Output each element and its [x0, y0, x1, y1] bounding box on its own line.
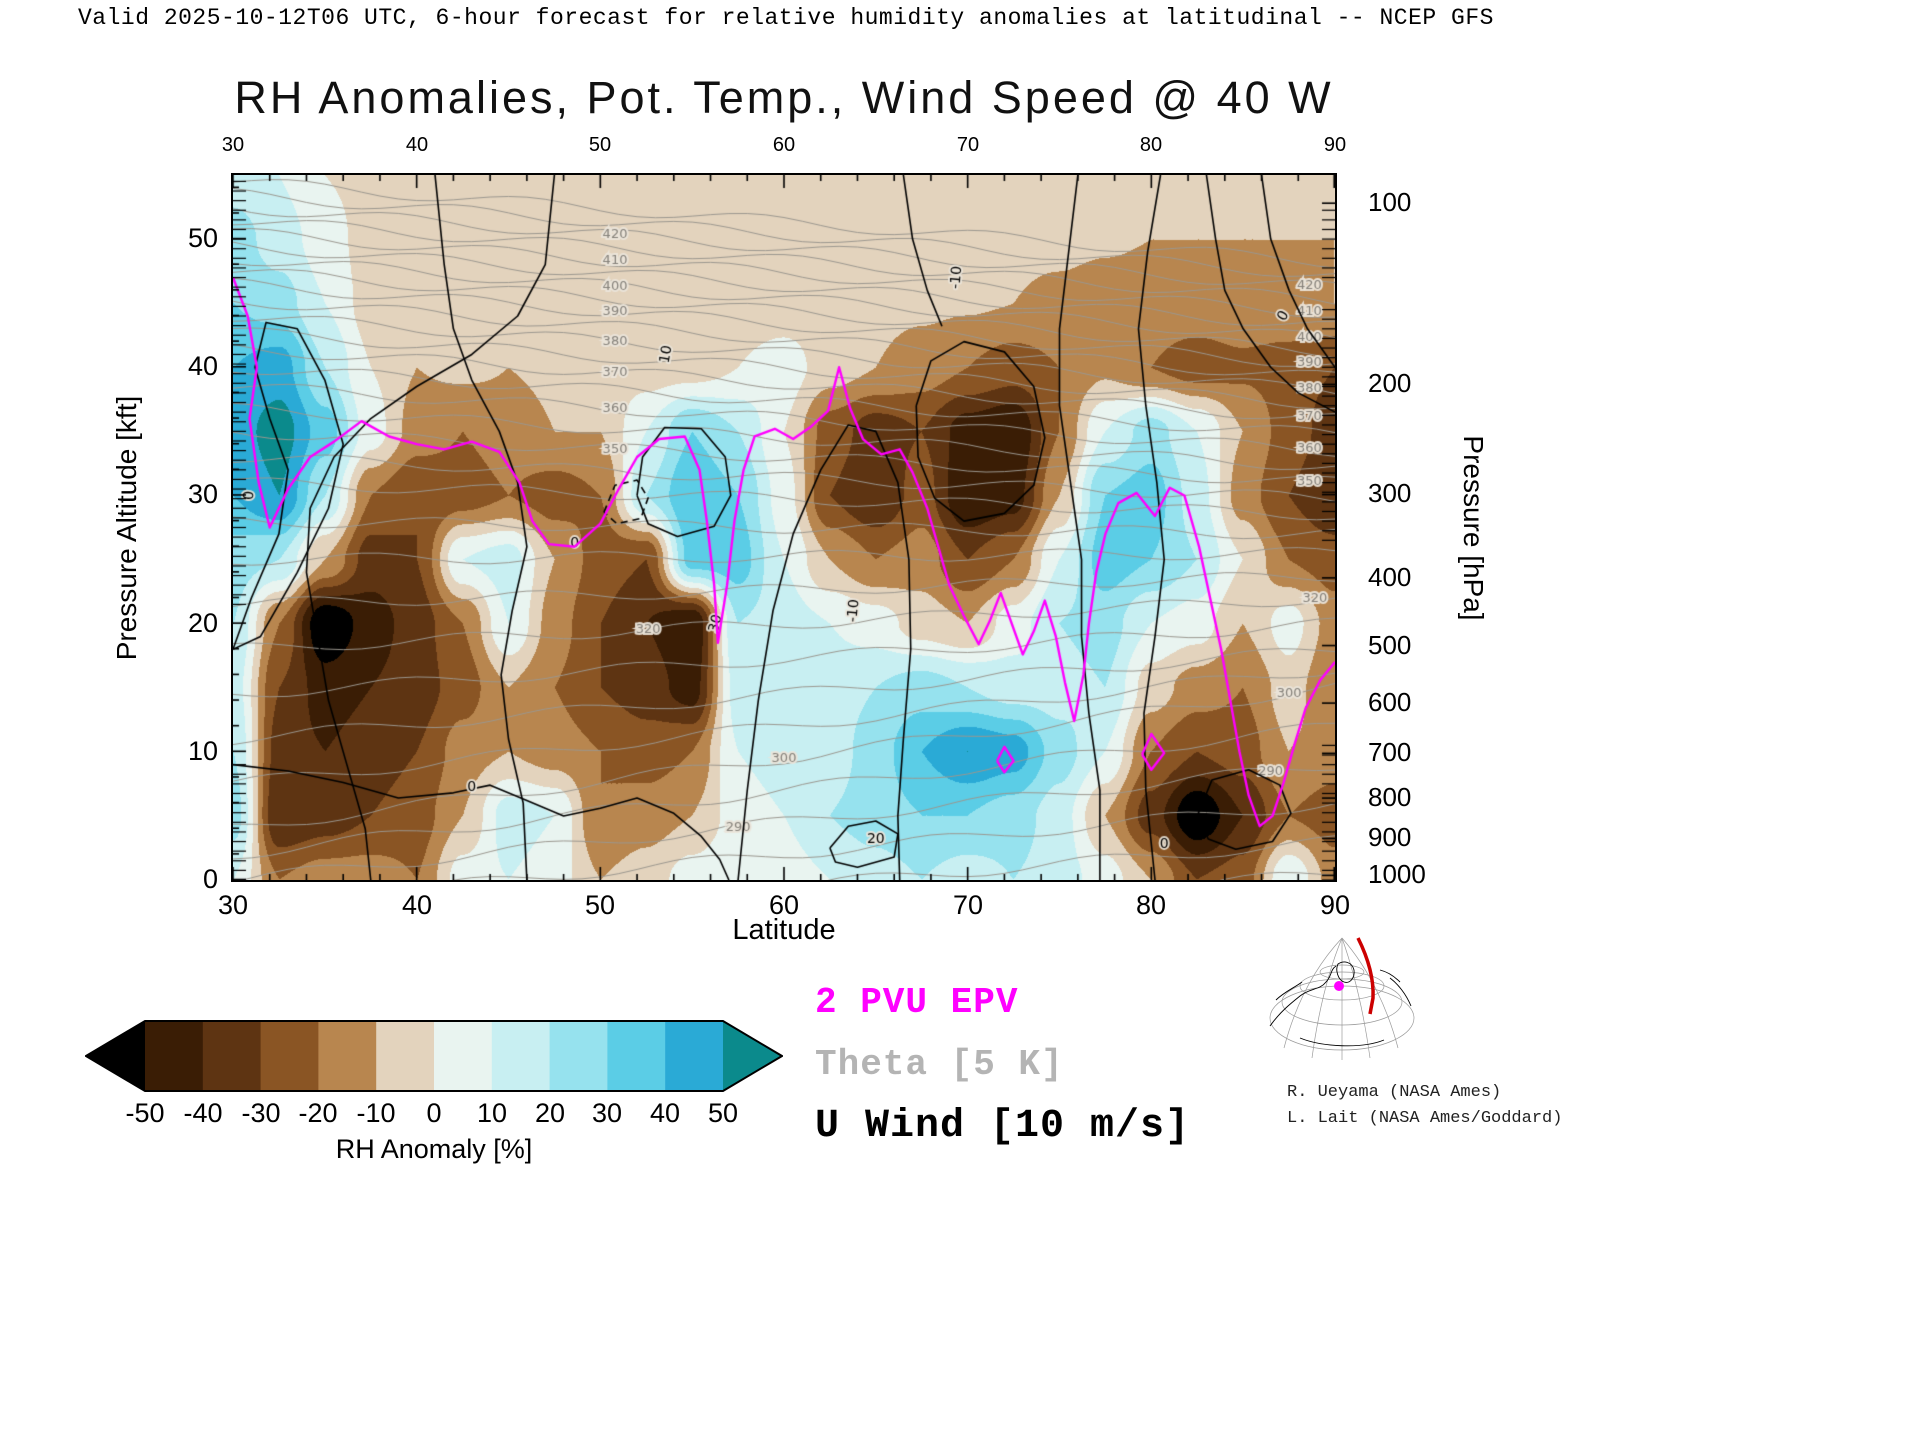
right-axis-tick-label: 700: [1368, 737, 1412, 767]
colorbar-tick-label: -50: [125, 1098, 165, 1128]
chart-title: RH Anomalies, Pot. Temp., Wind Speed @ 4…: [234, 72, 1334, 123]
right-axis-tick-label: 1000: [1368, 859, 1426, 889]
validity-header: Valid 2025-10-12T06 UTC, 6-hour forecast…: [78, 5, 1494, 31]
right-axis-tick-label: 800: [1368, 782, 1412, 812]
colorbar-tick-label: 50: [707, 1098, 739, 1128]
right-axis-tick-label: 600: [1368, 687, 1412, 717]
right-axis-tick-label: 900: [1368, 822, 1412, 852]
rh-anomaly-cross-section-canvas: [233, 175, 1335, 880]
credit-line-1: R. Ueyama (NASA Ames): [1287, 1083, 1502, 1102]
right-axis-tick-label: 400: [1368, 562, 1412, 592]
bottom-axis-tick-label: 70: [952, 890, 984, 920]
bottom-axis-tick-label: 80: [1135, 890, 1167, 920]
bottom-axis-tick-label: 60: [768, 890, 800, 920]
right-axis-tick-label: 300: [1368, 478, 1412, 508]
bottom-axis-tick-label: 30: [217, 890, 249, 920]
left-axis-tick-label: 30: [187, 479, 218, 509]
right-axis-tick-label: 200: [1368, 368, 1412, 398]
left-axis-tick-label: 0: [202, 864, 218, 894]
colorbar-tick-label: -20: [298, 1098, 338, 1128]
left-axis-tick-label: 40: [187, 351, 218, 381]
left-axis-title: Pressure Altitude [kft]: [111, 395, 142, 661]
top-axis-tick-label: 90: [1323, 134, 1347, 156]
x-axis-title: Latitude: [732, 914, 836, 946]
colorbar-tick-label: -40: [183, 1098, 223, 1128]
colorbar-tick-label: 40: [649, 1098, 681, 1128]
location-dot-icon: [1334, 981, 1344, 991]
map-inset: [1242, 930, 1442, 1070]
colorbar: [84, 1020, 784, 1097]
colorbar-tick-label: -30: [241, 1098, 281, 1128]
left-axis-tick-label: 20: [187, 608, 218, 638]
top-axis-tick-label: 40: [405, 134, 429, 156]
colorbar-title: RH Anomaly [%]: [335, 1134, 533, 1164]
legend-u-wind: U Wind [10 m/s]: [815, 1104, 1191, 1149]
top-axis-tick-label: 30: [221, 134, 245, 156]
left-axis-tick-label: 10: [187, 736, 218, 766]
meridian-40w-line: [1356, 937, 1375, 1015]
right-axis-title: Pressure [hPa]: [1458, 435, 1489, 621]
top-axis-tick-label: 50: [588, 134, 612, 156]
right-axis-tick-label: 100: [1368, 187, 1412, 217]
plot-area: [231, 173, 1337, 882]
top-axis-tick-label: 80: [1139, 134, 1163, 156]
top-axis-tick-label: 70: [956, 134, 980, 156]
legend-pvu-epv: 2 PVU EPV: [815, 982, 1019, 1023]
colorbar-tick-label: 10: [476, 1098, 508, 1128]
top-axis-tick-label: 60: [772, 134, 796, 156]
credit-line-2: L. Lait (NASA Ames/Goddard): [1287, 1109, 1563, 1128]
colorbar-tick-label: -10: [356, 1098, 396, 1128]
bottom-axis-tick-label: 40: [401, 890, 433, 920]
hemisphere-map-icon: [1269, 937, 1415, 1060]
colorbar-swatches: [84, 1020, 784, 1092]
left-axis-tick-label: 50: [187, 223, 218, 253]
legend-theta: Theta [5 K]: [815, 1044, 1064, 1085]
bottom-axis-tick-label: 50: [584, 890, 616, 920]
bottom-axis-tick-label: 90: [1319, 890, 1351, 920]
colorbar-tick-label: 30: [591, 1098, 623, 1128]
colorbar-tick-label: 20: [534, 1098, 566, 1128]
right-axis-tick-label: 500: [1368, 630, 1412, 660]
colorbar-tick-label: 0: [426, 1098, 442, 1128]
